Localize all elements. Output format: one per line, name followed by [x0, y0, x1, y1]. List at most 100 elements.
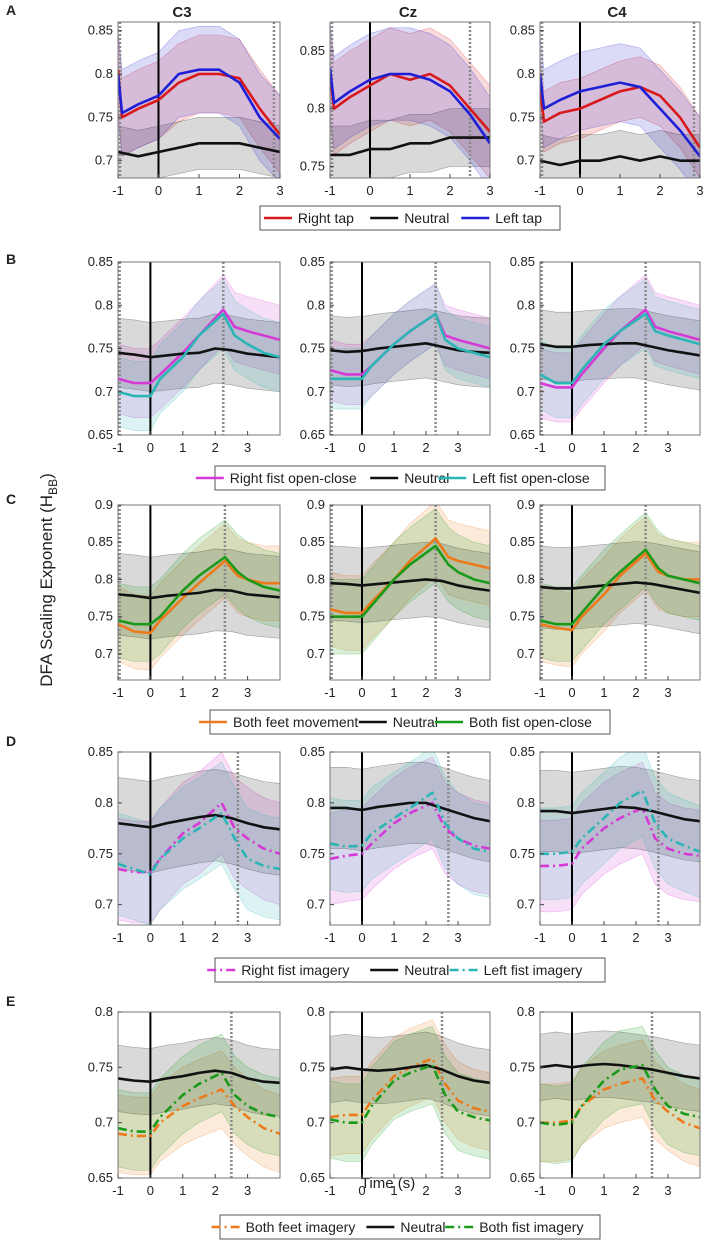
- y-tick-label: 0.8: [95, 795, 113, 810]
- y-tick-label: 0.75: [510, 609, 535, 624]
- line-left-fist-open-close: [118, 312, 280, 398]
- line-neutral: [118, 1069, 280, 1085]
- line-neutral: [118, 347, 280, 359]
- axes-box: [329, 1011, 491, 1179]
- subplot-c-cz: 0.7 0.75 0.8 0.85 0.9 -1 0 1 2 3: [300, 497, 491, 700]
- line-neutral: [118, 142, 280, 158]
- legend-a: Right tap Neutral Left tap: [259, 205, 561, 231]
- axes-box: [117, 751, 281, 926]
- x-tick-label: -1: [112, 685, 124, 700]
- line-neutral: [540, 155, 700, 167]
- x-tick-label: 3: [454, 685, 461, 700]
- y-tick-label: 0.8: [517, 66, 535, 81]
- subplot-e-c3: 0.65 0.7 0.75 0.8 -1 0 1 2 3: [88, 1004, 281, 1198]
- x-tick-label: 3: [486, 183, 493, 198]
- subplot-c-c3: 0.7 0.75 0.8 0.85 0.9 -1 0 1 2 3: [88, 497, 281, 700]
- line-left-tap: [540, 73, 700, 158]
- legend-b: Right fist open-close Neutral Left fist op…: [195, 465, 606, 491]
- x-tick-label: -1: [534, 183, 546, 198]
- plot-area: [330, 262, 490, 435]
- legend-d: Right fist imagery Neutral Left fist image…: [207, 957, 606, 983]
- legend-label: Right tap: [298, 210, 354, 226]
- subplot-b-c3: 0.65 0.7 0.75 0.8 0.85 -1 0 1 2 3: [88, 254, 281, 455]
- x-tick-label: 0: [358, 440, 365, 455]
- x-tick-label: 0: [358, 1183, 365, 1198]
- y-tick-label: 0.85: [300, 534, 325, 549]
- line-both-feet-imagery: [118, 1088, 280, 1138]
- x-tick-label: 2: [632, 1183, 639, 1198]
- subplot-a-c4: 0.7 0.75 0.8 0.85 -1 0 1 2 3: [510, 21, 704, 198]
- y-tick-label: 0.8: [307, 101, 325, 116]
- x-tick-label: 3: [454, 1183, 461, 1198]
- x-tick-label: 1: [406, 183, 413, 198]
- x-tick-label: 3: [454, 440, 461, 455]
- x-tick-label: 2: [446, 183, 453, 198]
- y-tick-label: 0.85: [510, 23, 535, 38]
- y-tick-label: 0.9: [307, 497, 325, 512]
- plot-area: [118, 1012, 280, 1178]
- y-tick-label: 0.75: [300, 846, 325, 861]
- y-tick-label: 0.75: [88, 109, 113, 124]
- band-left-fist-imagery: [118, 761, 280, 925]
- x-tick-label: -1: [324, 685, 336, 700]
- y-tick-label: 0.8: [517, 571, 535, 586]
- axes-box: [329, 504, 491, 681]
- x-tick-label: 2: [212, 930, 219, 945]
- x-tick-label: 2: [422, 930, 429, 945]
- y-tick-label: 0.7: [517, 153, 535, 168]
- panels: A0.70.750.80.85-1 0 1 2 30.750.80.85-1 0 1 2 30.…: [6, 2, 704, 1240]
- line-neutral: [540, 581, 700, 595]
- subplot-a-cz: 0.75 0.8 0.85 -1 0 1 2 3: [300, 21, 494, 198]
- y-tick-label: 0.65: [88, 427, 113, 442]
- line-left-tap: [330, 68, 490, 145]
- y-tick-label: 0.8: [307, 1004, 325, 1019]
- line-neutral: [330, 1063, 490, 1085]
- y-tick-label: 0.85: [510, 534, 535, 549]
- x-tick-label: -1: [324, 1183, 336, 1198]
- plot-area: [330, 752, 490, 925]
- y-tick-label: 0.8: [517, 1004, 535, 1019]
- y-tick-label: 0.7: [307, 646, 325, 661]
- y-tick-label: 0.75: [510, 109, 535, 124]
- x-tick-label: 1: [390, 930, 397, 945]
- x-tick-label: -1: [112, 183, 124, 198]
- line-neutral: [330, 578, 490, 592]
- y-tick-label: 0.7: [307, 1115, 325, 1130]
- legend-label: Neutral: [400, 1219, 445, 1235]
- x-tick-label: 0: [576, 183, 583, 198]
- legend-label: Right fist open-close: [230, 470, 357, 486]
- panel-letter-c: C: [6, 491, 16, 507]
- y-tick-label: 0.7: [95, 153, 113, 168]
- y-tick-label: 0.75: [300, 609, 325, 624]
- column-title-cz: Cz: [399, 4, 417, 21]
- x-tick-label: 0: [147, 930, 154, 945]
- subplot-e-c4: 0.65 0.7 0.75 0.8 -1 0 1 2 3: [510, 1004, 701, 1198]
- legend-label: Both feet movement: [233, 714, 358, 730]
- x-tick-label: 2: [422, 1183, 429, 1198]
- x-tick-label: 3: [244, 930, 251, 945]
- x-tick-label: 0: [366, 183, 373, 198]
- subplot-b-cz: 0.65 0.7 0.75 0.8 0.85 -1 0 1 2 3: [300, 254, 491, 455]
- band-left-fist-open-close: [118, 278, 280, 431]
- x-tick-label: 1: [179, 930, 186, 945]
- y-tick-label: 0.75: [510, 846, 535, 861]
- x-tick-label: 2: [212, 685, 219, 700]
- band-both-fist-open-close: [540, 511, 700, 662]
- line-neutral: [118, 588, 280, 600]
- legend-e: Both feet imagery Neutral Both fist imager…: [211, 1214, 601, 1240]
- line-both-fist-open-close: [118, 555, 280, 626]
- legend-c: Both feet movement Neutral Both fist open-…: [199, 709, 611, 735]
- line-left-fist-open-close: [540, 312, 700, 385]
- column-title-c4: C4: [607, 4, 627, 21]
- y-tick-label: 0.65: [88, 1170, 113, 1185]
- axes-box: [329, 751, 491, 926]
- plot-area: [540, 1012, 700, 1178]
- line-right-fist-imagery: [540, 806, 700, 868]
- x-tick-label: 1: [600, 685, 607, 700]
- line-right-tap: [330, 72, 490, 133]
- band-right-fist-imagery: [540, 761, 700, 913]
- y-tick-label: 0.8: [307, 571, 325, 586]
- panel-letter-a: A: [6, 2, 16, 18]
- legend-box: [214, 957, 606, 983]
- band-neutral: [540, 765, 700, 863]
